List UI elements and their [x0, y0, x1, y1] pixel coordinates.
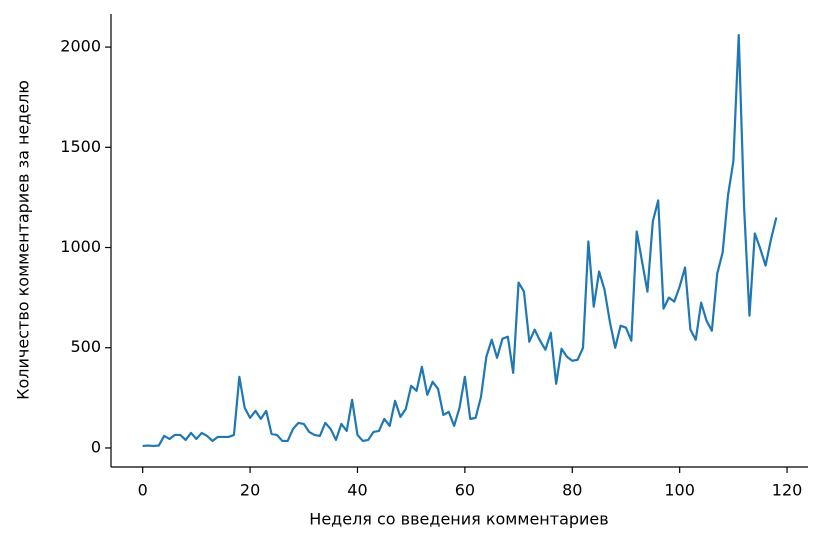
y-tick-label: 500	[70, 337, 101, 356]
y-tick-label: 1500	[60, 137, 101, 156]
y-tick-label: 2000	[60, 37, 101, 56]
x-tick-label: 100	[664, 481, 695, 500]
y-tick-label: 0	[91, 437, 101, 456]
y-axis-label: Количество комментариев за неделю	[14, 80, 33, 400]
x-tick-label: 40	[347, 481, 367, 500]
x-tick-label: 0	[138, 481, 148, 500]
x-tick-label: 120	[772, 481, 803, 500]
x-tick-label: 60	[455, 481, 475, 500]
x-tick-label: 80	[562, 481, 582, 500]
y-tick-label: 1000	[60, 237, 101, 256]
data-line	[142, 33, 778, 448]
x-axis-label: Неделя со введения комментариев	[309, 510, 608, 529]
x-tick-label: 20	[240, 481, 260, 500]
